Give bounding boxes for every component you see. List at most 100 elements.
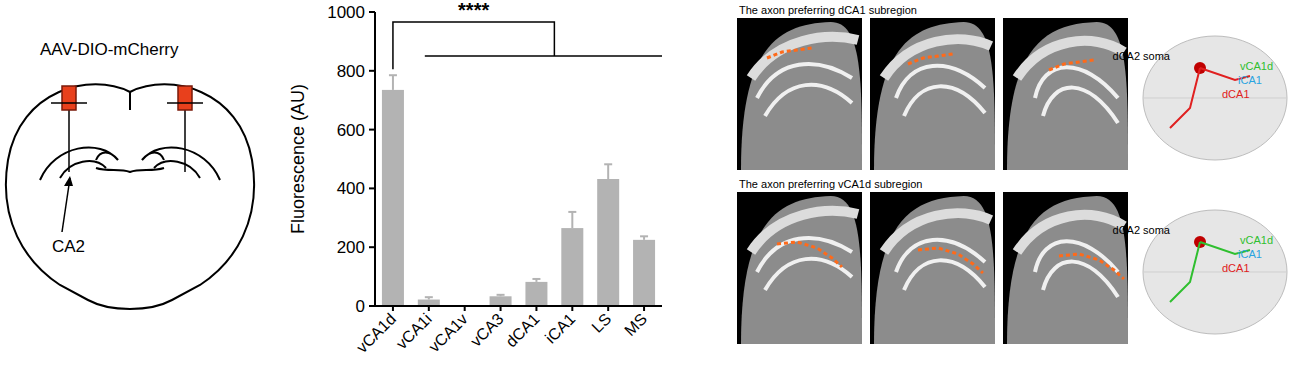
region-label: dCA2 soma xyxy=(1113,50,1171,62)
region-label: CA2 xyxy=(52,237,85,256)
region-label: dCA1 xyxy=(1222,88,1250,100)
needle xyxy=(68,110,70,172)
x-tick-label: vCA1v xyxy=(425,310,470,355)
error-bar xyxy=(532,279,540,282)
slice-background xyxy=(737,18,862,170)
arrow-head xyxy=(64,176,73,186)
axon-trace xyxy=(767,48,812,58)
brain-3d-midline xyxy=(1143,98,1287,99)
bar xyxy=(597,179,619,306)
error-bar xyxy=(425,297,433,299)
x-axis xyxy=(375,305,662,307)
x-tick-label: LS xyxy=(588,310,614,336)
brain-outline xyxy=(6,84,254,309)
hippocampus-right xyxy=(142,147,220,180)
syringe-flange xyxy=(167,102,203,104)
panel-title: The axon preferring dCA1 subregion xyxy=(739,4,917,16)
bar xyxy=(382,90,404,306)
y-tick-label: 800 xyxy=(337,62,365,81)
x-tick xyxy=(500,306,502,311)
x-tick-label: dCA1 xyxy=(502,310,542,350)
x-tick xyxy=(535,306,537,311)
x-tick xyxy=(571,306,573,311)
slice-hippocampus xyxy=(765,85,852,116)
region-label: dCA2 soma xyxy=(1113,224,1171,236)
ventricle xyxy=(96,168,164,172)
axon-trace xyxy=(777,242,842,267)
x-tick-label: MS xyxy=(621,310,650,339)
region-label: iCA1 xyxy=(1238,248,1262,260)
significance-annotation: **** xyxy=(458,0,489,21)
error-bar xyxy=(568,212,576,228)
region-label: vCA1d xyxy=(1240,234,1273,246)
projection-panel: The axon preferring vCA1d subregion dCA2 … xyxy=(737,178,1287,344)
slice-tissue xyxy=(874,22,995,170)
x-tick xyxy=(643,306,645,311)
panel-title: The axon preferring vCA1d subregion xyxy=(739,178,922,190)
slice-cortex xyxy=(884,213,991,252)
y-tick xyxy=(369,246,375,248)
x-tick-label: iCA1 xyxy=(542,310,579,347)
x-tick xyxy=(428,306,430,311)
schematic: AAV-DIO-mCherry CA2 xyxy=(6,40,254,309)
slice-hippocampus xyxy=(896,240,985,272)
x-tick xyxy=(607,306,609,311)
slice-background xyxy=(1003,18,1128,170)
y-tick-label: 1000 xyxy=(327,3,365,22)
region-label: dCA1 xyxy=(1222,262,1250,274)
error-bar xyxy=(389,75,397,90)
y-tick-label: 600 xyxy=(337,121,365,140)
y-tick xyxy=(369,305,375,307)
x-tick-label: vCA3 xyxy=(467,310,507,350)
axon-trace xyxy=(918,248,983,273)
slice-hippocampus xyxy=(1043,88,1118,123)
error-bar xyxy=(640,236,648,240)
y-tick xyxy=(369,70,375,72)
y-axis-label: Fluorescence (AU) xyxy=(288,84,308,234)
region-label: vCA1d xyxy=(1240,60,1273,72)
axon-trace xyxy=(1059,254,1124,279)
slice-cortex xyxy=(1017,41,1124,78)
syringe xyxy=(62,86,76,110)
slice-background xyxy=(870,18,995,170)
axon-trace xyxy=(1049,60,1094,70)
y-tick xyxy=(369,187,375,189)
slice-background xyxy=(870,192,995,344)
figure: AAV-DIO-mCherry CA2 0 200 400 600 800 1000 vCA1d… xyxy=(0,0,1294,377)
region-label: iCA1 xyxy=(1238,74,1262,86)
slice-tissue xyxy=(741,22,862,170)
arrow xyxy=(62,178,70,232)
y-tick xyxy=(369,11,375,13)
y-tick-label: 400 xyxy=(337,179,365,198)
y-tick xyxy=(369,129,375,131)
projection-panel: The axon preferring dCA1 subregion dCA2 s… xyxy=(737,4,1287,170)
slice-tissue xyxy=(741,196,862,344)
bar xyxy=(525,282,547,306)
significance-bracket xyxy=(393,22,554,69)
slice-hippocampus xyxy=(765,259,852,290)
x-tick xyxy=(464,306,466,311)
slice-background xyxy=(737,192,862,344)
x-tick-label: vCA1d xyxy=(353,310,399,356)
slice-hippocampus xyxy=(1035,241,1118,272)
slice-background xyxy=(1003,192,1128,344)
syringe xyxy=(178,86,192,110)
bar xyxy=(561,228,583,306)
midline xyxy=(129,92,131,110)
marks xyxy=(382,75,655,306)
hippocampus-left xyxy=(40,147,118,180)
injection-label: AAV-DIO-mCherry xyxy=(40,40,179,59)
slice-cortex xyxy=(884,39,991,78)
slice-hippocampus xyxy=(896,66,985,98)
bar xyxy=(490,296,512,306)
error-bar xyxy=(497,295,505,296)
syringe-flange xyxy=(51,102,87,104)
y-axis xyxy=(374,12,376,306)
slice-tissue xyxy=(1007,196,1128,344)
slice-hippocampus xyxy=(904,86,985,116)
slice-tissue xyxy=(874,196,995,344)
y-tick-label: 0 xyxy=(356,297,365,316)
slice-cortex xyxy=(1017,215,1124,252)
brain-3d-midline xyxy=(1143,272,1287,273)
y-tick-label: 200 xyxy=(337,238,365,257)
